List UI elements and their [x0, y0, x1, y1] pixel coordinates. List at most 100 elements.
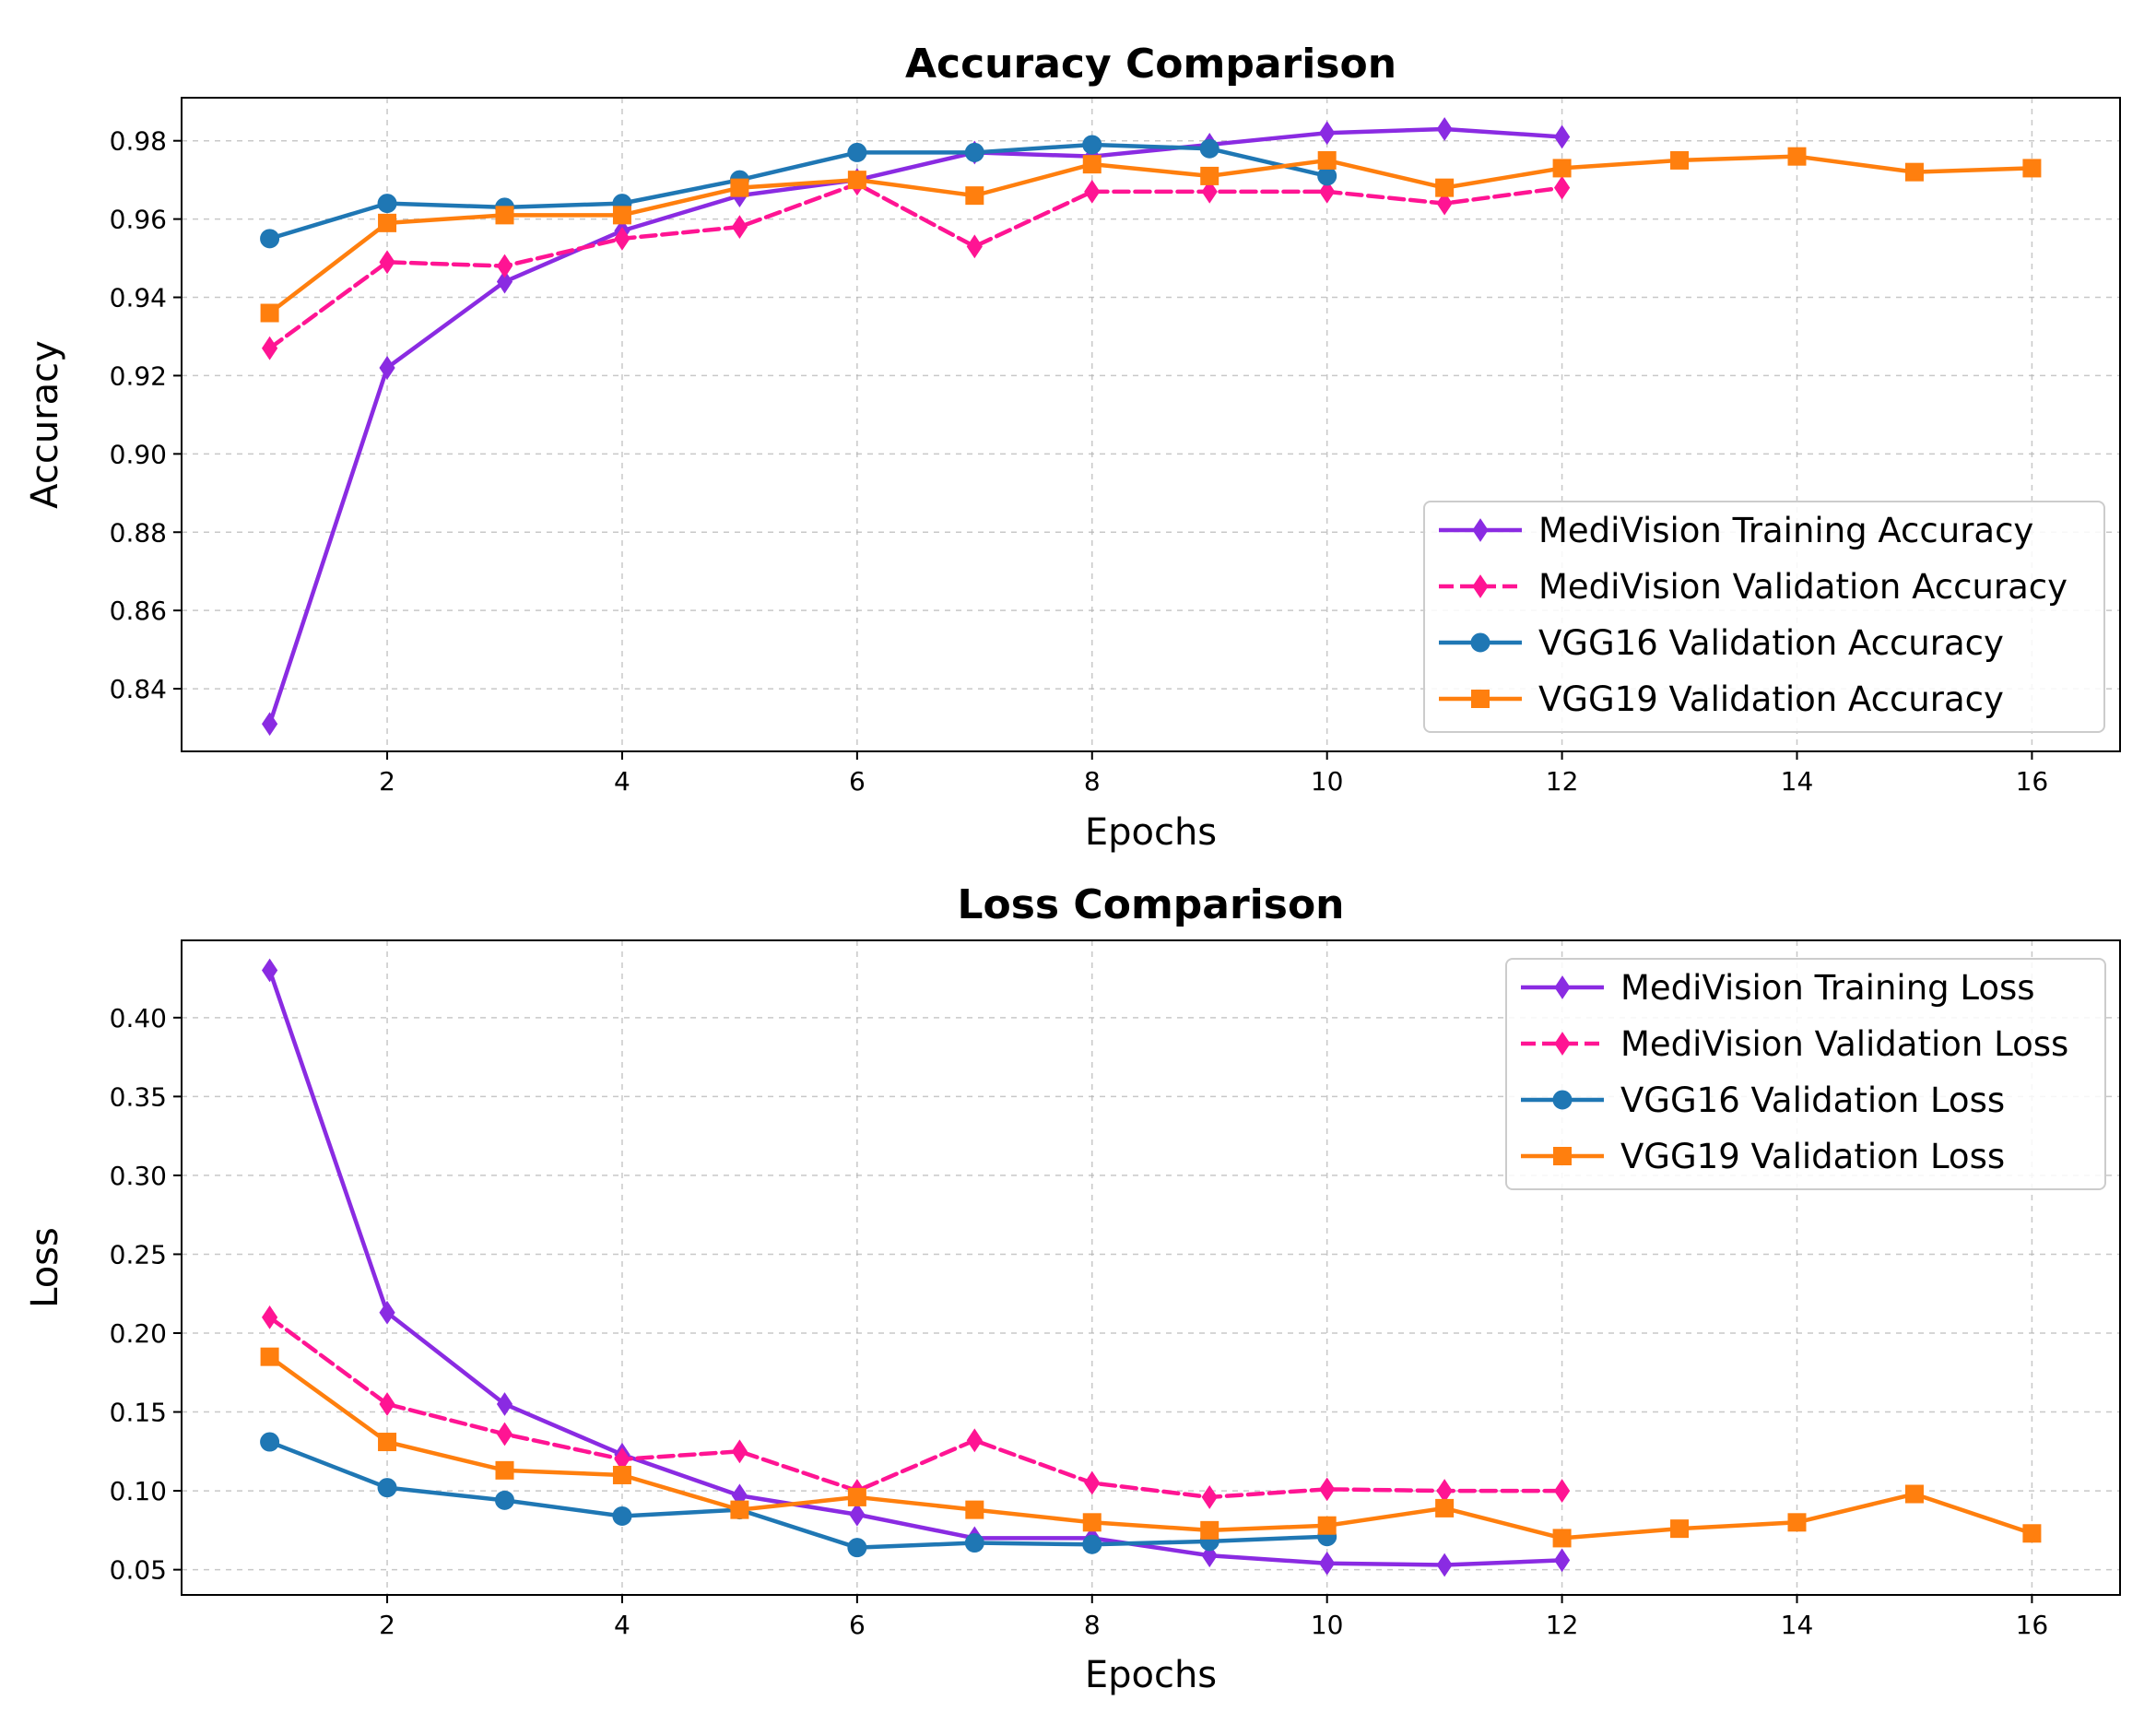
- data-point: [614, 226, 630, 251]
- data-point: [1319, 179, 1336, 204]
- legend-marker: [1554, 1032, 1571, 1056]
- data-point: [731, 215, 748, 240]
- x-tick-label: 4: [614, 1610, 630, 1640]
- y-tick-label: 0.20: [110, 1318, 167, 1349]
- x-tick-label: 14: [1781, 1610, 1814, 1640]
- y-tick-label: 0.96: [110, 205, 167, 235]
- chart-title: Loss Comparison: [957, 881, 1344, 928]
- y-tick-label: 0.94: [110, 283, 167, 313]
- data-point: [847, 171, 866, 190]
- data-point: [965, 1500, 984, 1519]
- data-point: [1553, 124, 1571, 149]
- x-tick-label: 2: [379, 766, 395, 797]
- data-point: [260, 229, 280, 249]
- data-point: [1435, 1498, 1455, 1517]
- y-tick-label: 0.10: [110, 1476, 167, 1506]
- data-point: [847, 142, 867, 162]
- data-point: [1553, 175, 1571, 200]
- y-tick-label: 0.98: [110, 126, 167, 157]
- data-point: [377, 1478, 397, 1498]
- data-point: [260, 1347, 279, 1366]
- data-point: [1319, 1551, 1336, 1576]
- x-tick-label: 14: [1781, 766, 1814, 797]
- data-point: [847, 1538, 867, 1558]
- data-point: [1787, 147, 1807, 166]
- x-tick-label: 12: [1546, 766, 1579, 797]
- legend-marker: [1552, 1090, 1573, 1110]
- legend-label: VGG19 Validation Accuracy: [1538, 679, 2004, 719]
- legend-marker: [1472, 574, 1489, 598]
- legend-label: MediVision Training Loss: [1620, 968, 2035, 1008]
- data-point: [730, 1500, 749, 1519]
- y-tick-label: 0.86: [110, 596, 167, 626]
- data-point: [1904, 162, 1924, 182]
- data-point: [379, 250, 395, 275]
- data-point: [1436, 117, 1453, 141]
- data-point: [1201, 1485, 1218, 1509]
- legend-box: [1423, 501, 2105, 733]
- data-point: [261, 712, 278, 737]
- y-tick-label: 0.92: [110, 360, 167, 391]
- x-tick-label: 10: [1311, 1610, 1344, 1640]
- legend-box: [1505, 958, 2106, 1190]
- series-line: [267, 1315, 1564, 1500]
- data-point: [847, 1487, 866, 1506]
- data-point: [1200, 1520, 1219, 1540]
- loss-chart: 2 4 6 8 10 12 14 16 0.05 0.10 0.15 0.20 0.25 0.30 0.35…: [24, 881, 2121, 1696]
- data-point: [495, 1490, 514, 1510]
- series-line: [267, 154, 2034, 315]
- x-tick-label: 4: [614, 766, 630, 797]
- x-axis-label: Epochs: [1085, 811, 1217, 854]
- data-point: [1082, 1513, 1102, 1532]
- series-line: [267, 1439, 1329, 1550]
- plot-frame: [181, 97, 2121, 752]
- legend-label: VGG16 Validation Loss: [1620, 1080, 2005, 1120]
- legend-label: MediVision Validation Accuracy: [1538, 567, 2068, 607]
- x-tick-label: 8: [1084, 1610, 1101, 1640]
- data-point: [1082, 135, 1102, 155]
- data-point: [966, 234, 983, 259]
- data-point: [612, 206, 631, 225]
- data-point: [1082, 155, 1102, 174]
- series-vgg19-validation-accuracy: [260, 147, 2042, 323]
- x-axis-label: Epochs: [1085, 1654, 1217, 1696]
- data-point: [1670, 1519, 1690, 1539]
- legend-marker: [1471, 690, 1490, 708]
- series-medivision-validation-accuracy: [261, 171, 1571, 360]
- data-point: [495, 206, 514, 225]
- data-point: [849, 1502, 866, 1527]
- chart-title: Accuracy Comparison: [905, 41, 1396, 88]
- data-point: [1317, 150, 1337, 170]
- data-point: [2022, 1524, 2042, 1543]
- data-point: [495, 1460, 514, 1480]
- x-tick-label: 6: [849, 766, 866, 797]
- series-line: [267, 182, 1564, 350]
- data-point: [496, 269, 513, 294]
- plot-frame: [181, 939, 2121, 1596]
- legend: MediVision Training Accuracy MediVision V…: [1423, 501, 2105, 733]
- x-tick-label: 10: [1311, 766, 1344, 797]
- data-point: [1199, 138, 1219, 159]
- legend-marker: [1553, 1147, 1572, 1165]
- legend-marker: [1554, 975, 1571, 999]
- data-point: [1552, 1529, 1572, 1548]
- x-tick-label: 6: [849, 1610, 866, 1640]
- legend-label: MediVision Validation Loss: [1620, 1024, 2068, 1064]
- data-point: [966, 1428, 983, 1453]
- data-point: [964, 142, 984, 162]
- y-tick-label: 0.84: [110, 674, 167, 704]
- y-tick-label: 0.15: [110, 1398, 167, 1428]
- legend-label: VGG19 Validation Loss: [1620, 1137, 2005, 1176]
- data-point: [612, 1506, 632, 1526]
- data-point: [964, 1533, 984, 1553]
- data-point: [379, 1300, 395, 1325]
- data-point: [261, 1305, 278, 1329]
- data-point: [1436, 191, 1453, 216]
- data-point: [1436, 1553, 1453, 1577]
- data-point: [1904, 1484, 1924, 1504]
- y-axis-label: Accuracy: [24, 340, 66, 509]
- data-point: [1319, 121, 1336, 146]
- x-tick-label: 16: [2016, 1610, 2049, 1640]
- x-tick-label: 16: [2016, 766, 2049, 797]
